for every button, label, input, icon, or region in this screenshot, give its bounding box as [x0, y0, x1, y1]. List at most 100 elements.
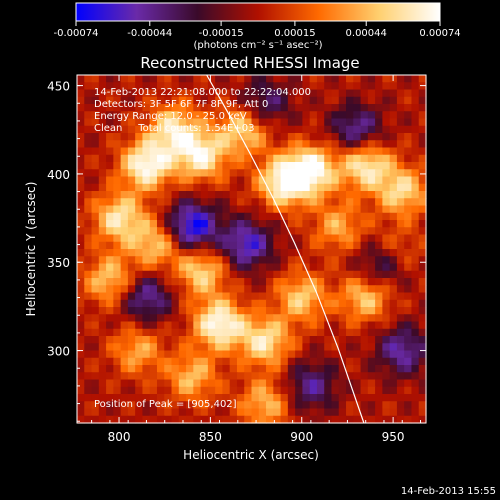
heatmap-cell: [91, 415, 100, 424]
heatmap-cell: [353, 176, 362, 185]
heatmap-cell: [98, 96, 107, 105]
heatmap-cell: [186, 328, 194, 337]
heatmap-cell: [273, 162, 282, 170]
heatmap-cell: [324, 104, 333, 112]
heatmap-cell: [207, 299, 216, 308]
heatmap-cell: [411, 75, 420, 83]
heatmap-cell: [418, 415, 427, 424]
heatmap-cell: [295, 343, 303, 352]
heatmap-cell: [222, 343, 231, 352]
heatmap-cell: [91, 162, 100, 170]
heatmap-cell: [200, 386, 209, 395]
heatmap-cell: [142, 307, 151, 315]
heatmap-cell: [418, 191, 427, 199]
heatmap-cell: [236, 379, 245, 388]
heatmap-cell: [186, 176, 194, 185]
heatmap-cell: [266, 408, 274, 417]
heatmap-cell: [142, 314, 151, 323]
heatmap-cell: [84, 278, 93, 286]
heatmap-cell: [113, 401, 122, 410]
heatmap-cell: [186, 336, 194, 344]
heatmap-cell: [418, 227, 427, 236]
heatmap-cell: [258, 285, 267, 294]
heatmap-cell: [353, 183, 362, 192]
heatmap-cell: [280, 82, 289, 91]
heatmap-cell: [164, 386, 173, 395]
heatmap-cell: [186, 408, 194, 417]
heatmap-cell: [389, 321, 398, 330]
heatmap-cell: [222, 133, 231, 141]
heatmap-cell: [280, 176, 289, 185]
heatmap-cell: [113, 249, 122, 257]
heatmap-cell: [236, 140, 245, 149]
heatmap-cell: [309, 263, 318, 272]
heatmap-cell: [193, 111, 202, 120]
heatmap-cell: [236, 270, 245, 279]
heatmap-cell: [382, 82, 391, 91]
heatmap-cell: [193, 96, 202, 105]
heatmap-cell: [142, 125, 151, 134]
heatmap-cell: [396, 104, 405, 112]
heatmap-cell: [287, 285, 296, 294]
heatmap-cell: [164, 314, 173, 323]
heatmap-cell: [353, 162, 362, 170]
heatmap-cell: [251, 307, 260, 315]
heatmap-cell: [171, 249, 180, 257]
solar-limb-curve: [206, 74, 365, 424]
heatmap-cell: [389, 241, 398, 250]
heatmap-cell: [258, 343, 267, 352]
heatmap-cell: [309, 350, 318, 359]
heatmap-cell: [418, 75, 427, 83]
heatmap-cell: [77, 336, 85, 344]
heatmap-cell: [142, 133, 151, 141]
heatmap-cell: [404, 162, 413, 170]
heatmap-cell: [411, 408, 420, 417]
heatmap-cell: [302, 241, 311, 250]
heatmap-cell: [113, 205, 122, 214]
heatmap-cell: [302, 111, 311, 120]
heatmap-cell: [215, 357, 224, 366]
heatmap-cell: [135, 133, 144, 141]
heatmap-cell: [207, 205, 216, 214]
heatmap-cell: [244, 408, 253, 417]
heatmap-cell: [236, 314, 245, 323]
heatmap-cell: [77, 227, 85, 236]
heatmap-cell: [178, 401, 187, 410]
heatmap-cell: [396, 220, 405, 228]
heatmap-cell: [186, 299, 194, 308]
heatmap-cell: [77, 241, 85, 250]
heatmap-cell: [156, 162, 165, 170]
heatmap-cell: [91, 111, 100, 120]
heatmap-cell: [331, 227, 340, 236]
heatmap-cell: [156, 263, 165, 272]
heatmap-cell: [215, 176, 224, 185]
colorbar-tick-label: -0.00015: [199, 28, 244, 39]
heatmap-cell: [164, 372, 173, 381]
heatmap-cell: [193, 89, 202, 98]
heatmap-cell: [251, 278, 260, 286]
heatmap-cell: [113, 82, 122, 91]
heatmap-cell: [171, 169, 180, 178]
heatmap-cell: [84, 256, 93, 265]
heatmap-cell: [142, 379, 151, 388]
heatmap-cell: [229, 343, 238, 352]
heatmap-cell: [135, 118, 144, 127]
heatmap-cell: [367, 365, 376, 373]
heatmap-cell: [309, 82, 318, 91]
heatmap-cell: [302, 140, 311, 149]
heatmap-cell: [229, 104, 238, 112]
heatmap-cell: [367, 176, 376, 185]
heatmap-cell: [149, 350, 158, 359]
heatmap-cell: [229, 249, 238, 257]
heatmap-cell: [411, 212, 420, 221]
heatmap-cell: [295, 118, 303, 127]
heatmap-cell: [149, 278, 158, 286]
heatmap-cell: [287, 96, 296, 105]
heatmap-cell: [338, 292, 347, 301]
heatmap-cell: [98, 162, 107, 170]
heatmap-cell: [324, 343, 333, 352]
heatmap-cell: [360, 198, 369, 207]
heatmap-cell: [251, 415, 260, 424]
heatmap-cell: [164, 256, 173, 265]
heatmap-cell: [236, 372, 245, 381]
